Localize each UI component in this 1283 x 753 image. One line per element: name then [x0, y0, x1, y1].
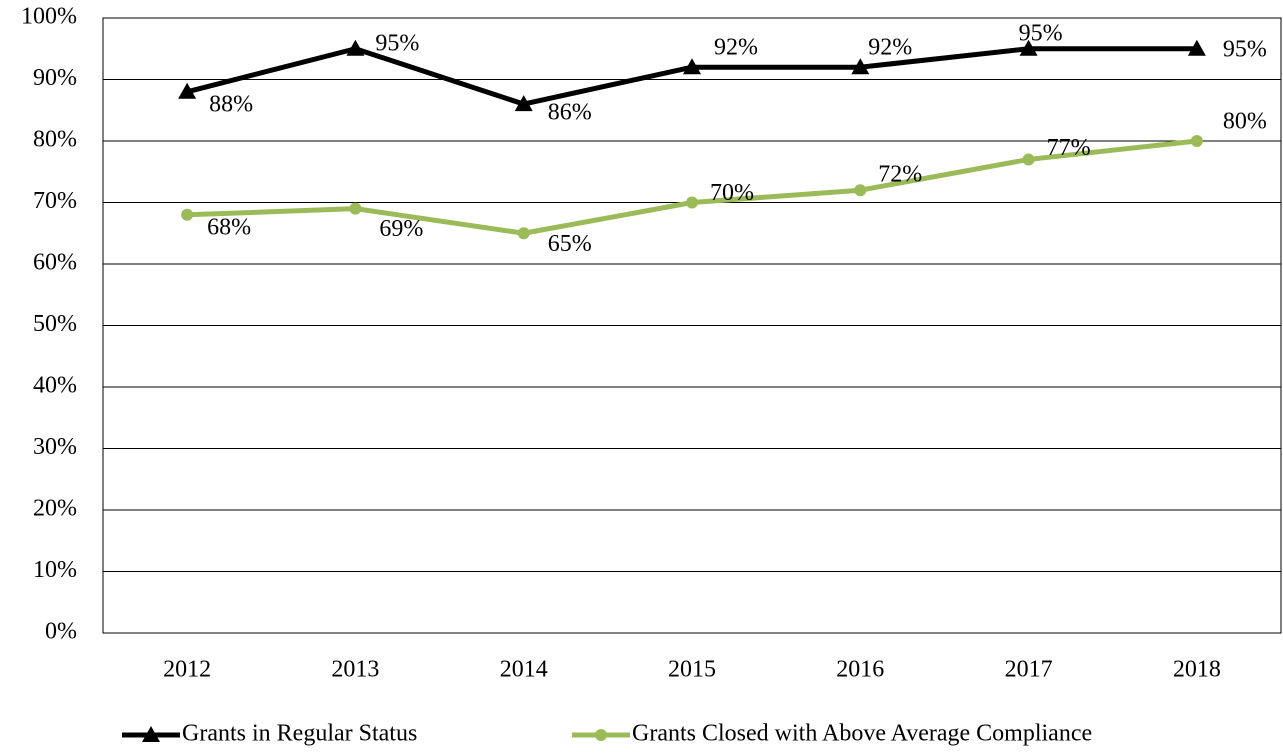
marker — [1022, 153, 1035, 166]
y-tick-label: 50% — [33, 311, 77, 337]
series-line — [187, 138, 1198, 236]
y-tick-label: 10% — [33, 557, 77, 583]
marker — [1019, 39, 1038, 56]
x-tick-label: 2017 — [1005, 657, 1053, 683]
data-label: 69% — [379, 216, 423, 242]
y-tick-label: 80% — [33, 127, 77, 153]
marker — [1190, 135, 1203, 147]
y-tick-label: 0% — [45, 619, 77, 645]
y-tick-label: 100% — [21, 4, 77, 30]
data-label: 77% — [1047, 135, 1091, 161]
data-label: 65% — [548, 231, 592, 257]
y-tick-label: 90% — [33, 65, 77, 91]
x-tick-label: 2016 — [836, 657, 884, 683]
x-tick-label: 2014 — [500, 657, 548, 683]
legend-marker — [142, 726, 160, 742]
data-label: 95% — [1019, 20, 1063, 46]
marker — [686, 196, 698, 209]
y-tick-label: 60% — [33, 250, 77, 276]
data-label: 88% — [209, 91, 253, 117]
data-label: 80% — [1223, 109, 1267, 135]
y-tick-label: 40% — [33, 373, 77, 399]
y-tick-label: 20% — [33, 496, 77, 522]
x-tick-label: 2015 — [668, 657, 716, 683]
data-label: 95% — [375, 30, 419, 56]
marker — [346, 39, 365, 56]
data-label: 68% — [207, 214, 251, 240]
data-label: 92% — [868, 35, 912, 61]
data-label: 70% — [710, 180, 754, 206]
x-tick-label: 2018 — [1173, 657, 1221, 683]
series-line — [186, 46, 1197, 107]
legend-label: Grants Closed with Above Average Complia… — [632, 721, 1092, 747]
marker — [178, 82, 197, 99]
x-tick-label: 2012 — [163, 657, 211, 683]
marker — [349, 202, 362, 215]
data-label: 95% — [1223, 36, 1267, 62]
plot-border — [102, 17, 1282, 634]
marker — [683, 58, 701, 75]
legend-marker — [595, 729, 607, 741]
marker — [181, 208, 194, 221]
y-tick-label: 70% — [33, 188, 77, 214]
y-tick-label: 30% — [33, 434, 77, 460]
legend-label: Grants in Regular Status — [182, 721, 417, 747]
marker — [514, 95, 533, 112]
data-label: 72% — [878, 162, 922, 188]
marker — [851, 58, 870, 75]
marker — [1187, 39, 1206, 56]
x-tick-label: 2013 — [331, 657, 379, 683]
marker — [854, 184, 867, 197]
marker — [517, 227, 530, 240]
data-label: 92% — [714, 35, 758, 61]
data-label: 86% — [548, 100, 592, 126]
